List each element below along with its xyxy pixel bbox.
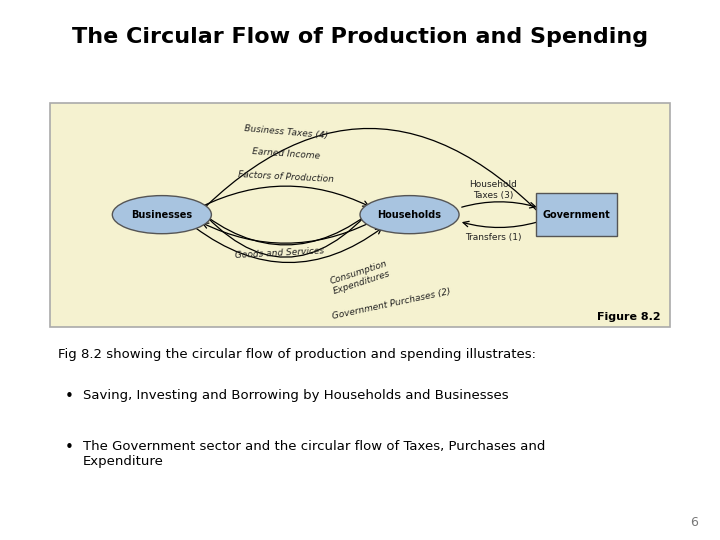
FancyBboxPatch shape [50, 103, 670, 327]
Text: Transfers (1): Transfers (1) [465, 233, 521, 242]
Ellipse shape [112, 195, 212, 234]
Text: Government Purchases (2): Government Purchases (2) [331, 287, 451, 321]
Text: The Circular Flow of Production and Spending: The Circular Flow of Production and Spen… [72, 27, 648, 47]
Text: Business Taxes (4): Business Taxes (4) [243, 124, 328, 140]
Text: The Government sector and the circular flow of Taxes, Purchases and
Expenditure: The Government sector and the circular f… [83, 440, 545, 468]
Ellipse shape [360, 195, 459, 234]
FancyBboxPatch shape [536, 193, 617, 236]
Text: •: • [65, 389, 73, 404]
Text: Consumption
Expenditures: Consumption Expenditures [328, 259, 392, 296]
Text: Households: Households [377, 210, 441, 220]
Text: Government: Government [543, 210, 611, 220]
Text: Earned Income: Earned Income [251, 147, 320, 161]
Text: Fig 8.2 showing the circular flow of production and spending illustrates:: Fig 8.2 showing the circular flow of pro… [58, 348, 536, 361]
Text: Businesses: Businesses [131, 210, 192, 220]
Text: 6: 6 [690, 516, 698, 529]
Text: Figure 8.2: Figure 8.2 [597, 312, 660, 322]
Text: •: • [65, 440, 73, 455]
Text: Saving, Investing and Borrowing by Households and Businesses: Saving, Investing and Borrowing by House… [83, 389, 508, 402]
Text: Household
Taxes (3): Household Taxes (3) [469, 180, 517, 200]
Text: Factors of Production: Factors of Production [238, 170, 334, 184]
Text: Goods and Services: Goods and Services [235, 246, 325, 260]
